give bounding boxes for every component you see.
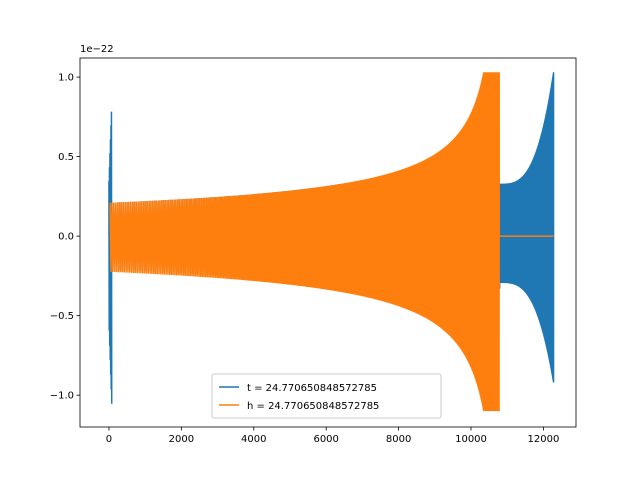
y-tick-label: −1.0	[50, 391, 74, 402]
x-tick-label: 0	[106, 434, 112, 445]
series-t-tail	[499, 72, 555, 383]
y-tick-label: 1.0	[58, 73, 74, 84]
legend: t = 24.770650848572785 h = 24.77065084857…	[211, 373, 442, 419]
legend-label: h = 24.770650848572785	[247, 401, 379, 412]
x-tick-label: 6000	[313, 434, 338, 445]
y-offset-text: 1e−22	[80, 44, 114, 55]
x-tick-label: 10000	[455, 434, 487, 445]
x-axis: 0 2000 4000 6000 8000 10000 12000	[106, 427, 560, 445]
y-tick-label: 0.5	[58, 152, 74, 163]
y-axis: −1.0 −0.5 0.0 0.5 1.0	[50, 73, 80, 402]
x-tick-label: 8000	[386, 434, 411, 445]
x-tick-label: 4000	[241, 434, 266, 445]
series-line-h	[109, 72, 554, 412]
x-tick-label: 12000	[528, 434, 560, 445]
legend-label: t = 24.770650848572785	[247, 383, 377, 394]
plot-frame	[79, 57, 577, 428]
x-tick-label: 2000	[169, 434, 194, 445]
y-tick-label: 0.0	[58, 232, 74, 243]
series-h-chirp	[109, 72, 500, 412]
series-t-start-spike	[108, 111, 113, 404]
legend-box	[211, 373, 442, 419]
y-tick-label: −0.5	[50, 311, 74, 322]
